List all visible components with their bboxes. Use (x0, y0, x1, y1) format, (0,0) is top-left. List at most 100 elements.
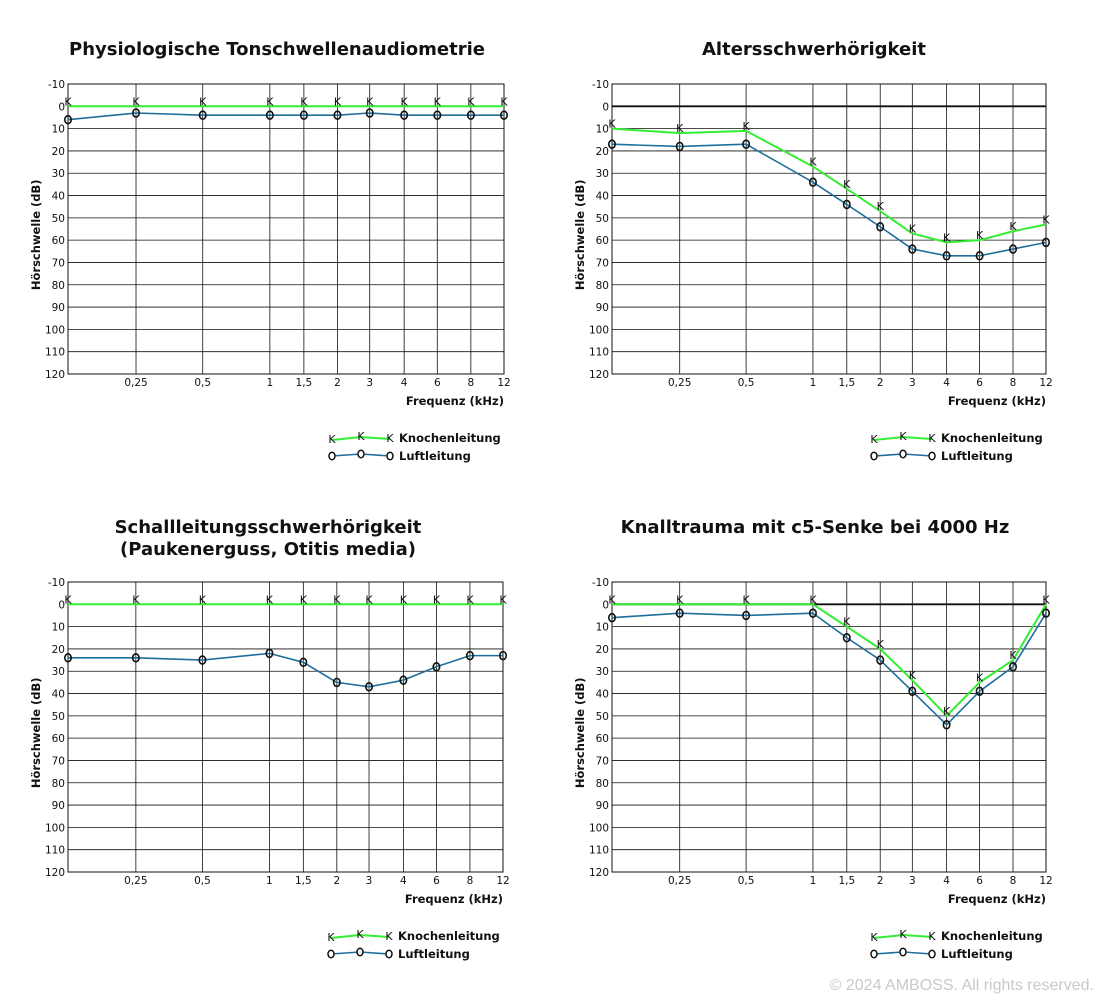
x-tick-label: 8 (467, 875, 474, 887)
x-tick-label: 1 (810, 875, 817, 887)
luftleitung-marker (499, 110, 508, 121)
x-tick-label: 6 (433, 875, 440, 887)
legend-knochen-marker: K (870, 433, 878, 446)
legend-luft-marker (899, 449, 907, 459)
y-tick-label: 30 (52, 168, 65, 180)
y-tick-label: 120 (45, 867, 65, 879)
knochenleitung-marker: K (1009, 649, 1017, 662)
plot-frame (611, 83, 1047, 375)
y-tick-label: 70 (52, 755, 65, 767)
luftleitung-marker (399, 675, 408, 685)
luftleitung-marker (1009, 661, 1018, 672)
x-tick-label: 3 (909, 875, 916, 887)
y-tick-label: 0 (602, 599, 609, 611)
knochenleitung-marker: K (1042, 214, 1050, 227)
y-tick-label: 30 (52, 666, 65, 678)
y-tick-label: 80 (52, 280, 65, 292)
legend-luft-marker (385, 949, 393, 959)
y-tick-label: 10 (596, 622, 609, 634)
legend-knochen-marker: K (385, 930, 393, 943)
y-tick-label: 10 (52, 124, 65, 136)
luftleitung-marker (607, 612, 616, 623)
legend-luft-marker (928, 949, 936, 959)
chart-title: Physiologische Tonschwellenaudiometrie (69, 39, 485, 60)
y-tick-label: 60 (596, 235, 609, 247)
legend-luft-marker (928, 451, 936, 461)
y-tick-label: 110 (589, 845, 609, 857)
audiogram-panel-2: Altersschwerhörigkeit -10 0 10 20 30 40 50 60 70 8… (573, 39, 1053, 463)
luftleitung-marker (299, 657, 308, 668)
luftleitung-marker (1009, 244, 1018, 254)
y-tick-label: 10 (52, 622, 65, 634)
y-tick-label: 120 (589, 369, 609, 381)
knochenleitung-marker: K (909, 669, 917, 682)
luftleitung-line (68, 652, 503, 688)
x-tick-label: 1,5 (838, 377, 855, 389)
y-tick-label: 50 (52, 711, 65, 723)
knochenleitung-marker: K (943, 231, 951, 244)
legend-luft-marker (356, 947, 364, 957)
y-tick-label: 30 (596, 168, 609, 180)
legend-luft-marker (386, 451, 394, 461)
y-tick-label: 110 (45, 845, 65, 857)
knochenleitung-marker: K (608, 593, 616, 606)
y-tick-label: -10 (592, 577, 609, 589)
luftleitung-marker (131, 653, 140, 663)
y-tick-label: 100 (45, 822, 65, 834)
knochenleitung-marker: K (976, 671, 984, 684)
y-tick-label: 100 (589, 324, 609, 336)
knochenleitung-marker: K (266, 593, 274, 606)
knochenleitung-marker: K (64, 95, 72, 108)
chart-title: Altersschwerhörigkeit (702, 39, 926, 60)
knochenleitung-marker: K (809, 156, 817, 169)
knochenleitung-marker: K (1042, 593, 1050, 606)
legend-knochen-line (873, 933, 933, 939)
legend-knochen-label: Knochenleitung (941, 431, 1043, 445)
knochenleitung-marker: K (333, 593, 341, 606)
luftleitung-marker (400, 110, 409, 121)
luftleitung-marker (1042, 237, 1051, 248)
luftleitung-marker (742, 139, 751, 150)
legend-luft-label: Luftleitung (398, 947, 470, 961)
knochenleitung-marker: K (909, 222, 917, 235)
y-tick-label: 120 (45, 369, 65, 381)
luftleitung-marker (975, 250, 984, 261)
legend-knochen-marker: K (870, 931, 878, 944)
x-tick-label: 8 (1010, 377, 1017, 389)
legend-luft-marker (328, 451, 336, 461)
luftleitung-marker (332, 677, 341, 688)
luftleitung-marker (942, 250, 951, 261)
legend-luft-marker (327, 949, 335, 959)
knochenleitung-marker: K (466, 593, 474, 606)
y-tick-label: 80 (52, 778, 65, 790)
x-axis-label: Frequenz (kHz) (406, 394, 504, 408)
y-tick-label: 50 (596, 213, 609, 225)
luftleitung-marker (908, 686, 917, 697)
x-tick-label: 4 (943, 377, 950, 389)
legend-knochen-marker: K (386, 432, 394, 445)
x-tick-label: 4 (400, 875, 407, 887)
knochenleitung-marker: K (608, 118, 616, 131)
knochenleitung-line (611, 127, 1047, 244)
legend-luft-marker (899, 947, 907, 957)
y-tick-label: 40 (596, 191, 609, 203)
knochenleitung-marker: K (132, 593, 140, 606)
luftleitung-marker (132, 108, 141, 118)
luftleitung-marker (64, 653, 73, 663)
knochenleitung-marker: K (433, 593, 441, 606)
chart-title: (Paukenerguss, Otitis media) (120, 539, 416, 560)
knochenleitung-marker: K (843, 616, 851, 629)
y-tick-label: 10 (596, 124, 609, 136)
knochenleitung-marker: K (976, 229, 984, 242)
y-tick-label: 20 (52, 644, 65, 656)
luftleitung-marker (365, 108, 374, 118)
x-tick-label: 3 (366, 377, 373, 389)
luftleitung-marker (808, 608, 817, 619)
legend-luft-label: Luftleitung (399, 449, 471, 463)
y-tick-label: 30 (596, 666, 609, 678)
knochenleitung-marker: K (132, 95, 140, 108)
x-tick-label: 8 (468, 377, 475, 389)
knochenleitung-marker: K (809, 593, 817, 606)
knochenleitung-marker: K (1009, 220, 1017, 233)
